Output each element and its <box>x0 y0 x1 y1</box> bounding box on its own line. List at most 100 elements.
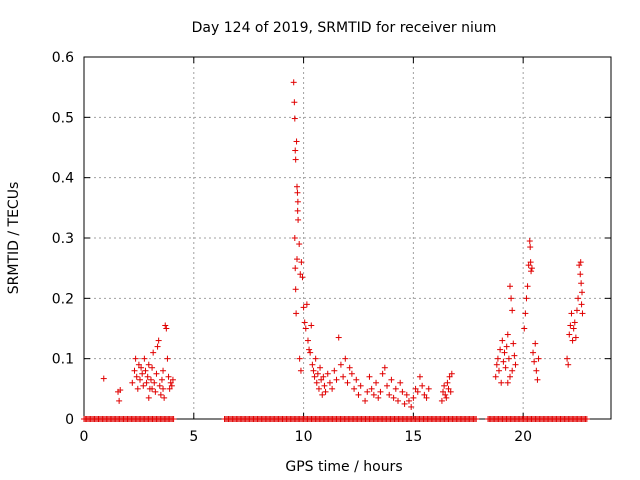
data-point <box>308 322 315 329</box>
data-point <box>139 370 146 377</box>
data-point <box>160 385 167 392</box>
data-point <box>344 379 351 386</box>
data-point <box>293 256 300 263</box>
data-point <box>140 382 147 389</box>
data-point <box>416 373 423 380</box>
data-point <box>527 259 534 266</box>
data-point <box>535 355 542 362</box>
data-point <box>150 349 157 356</box>
data-point <box>116 397 123 404</box>
y-tick-label: 0.1 <box>52 352 74 368</box>
plot-frame <box>83 56 612 420</box>
data-point <box>346 364 353 371</box>
data-point <box>573 307 580 314</box>
data-point <box>329 385 336 392</box>
data-point <box>322 388 329 395</box>
x-tick-label: 20 <box>514 429 532 445</box>
data-point <box>523 295 530 302</box>
data-point <box>569 337 576 344</box>
data-point <box>410 394 417 401</box>
data-point <box>447 388 454 395</box>
data-point <box>321 382 328 389</box>
y-tick-label: 0.6 <box>52 50 74 66</box>
data-point <box>353 376 360 383</box>
data-point <box>154 343 161 350</box>
data-point <box>578 280 585 287</box>
data-point <box>134 385 141 392</box>
data-point <box>412 385 419 392</box>
data-point <box>165 373 172 380</box>
data-point <box>566 331 573 338</box>
data-point <box>565 361 572 368</box>
data-point <box>302 325 309 332</box>
y-tick-label: 0.5 <box>52 110 74 126</box>
data-point <box>572 334 579 341</box>
data-point <box>293 183 300 190</box>
data-point <box>319 391 326 398</box>
data-point <box>144 373 151 380</box>
y-tick-label: 0.2 <box>52 291 74 307</box>
data-point <box>524 283 531 290</box>
data-point <box>291 115 298 122</box>
data-point <box>531 358 538 365</box>
data-point <box>408 403 415 410</box>
data-point <box>405 397 412 404</box>
data-point <box>156 382 163 389</box>
data-point <box>370 391 377 398</box>
data-point <box>511 352 518 359</box>
data-point <box>149 385 156 392</box>
data-point <box>399 388 406 395</box>
data-point <box>166 385 173 392</box>
x-axis-label: GPS time / hours <box>285 459 402 475</box>
zero-point <box>170 416 177 422</box>
data-point <box>117 387 124 394</box>
data-point <box>306 346 313 353</box>
data-point <box>498 379 505 386</box>
data-point <box>309 361 316 368</box>
data-point <box>100 375 107 382</box>
data-point <box>579 310 586 317</box>
data-point <box>141 355 148 362</box>
data-point <box>293 310 300 317</box>
data-point <box>568 310 575 317</box>
data-point <box>445 385 452 392</box>
data-point <box>527 244 534 251</box>
data-point <box>303 301 310 308</box>
data-point <box>324 370 331 377</box>
data-point <box>373 379 380 386</box>
data-point <box>392 385 399 392</box>
data-point <box>357 382 364 389</box>
data-point <box>129 379 136 386</box>
data-point <box>318 376 325 383</box>
data-point <box>528 265 535 272</box>
data-point <box>575 295 582 302</box>
data-point <box>440 388 447 395</box>
data-point <box>570 325 577 332</box>
data-point <box>143 379 150 386</box>
chart-title: Day 124 of 2019, SRMTID for receiver niu… <box>192 20 497 36</box>
data-point <box>444 379 451 386</box>
data-point <box>158 376 165 383</box>
data-point <box>164 355 171 362</box>
data-point <box>138 364 145 371</box>
data-point <box>528 268 535 275</box>
data-point <box>576 262 583 269</box>
data-point <box>421 391 428 398</box>
data-point <box>301 319 308 326</box>
data-point <box>377 388 384 395</box>
data-point <box>291 235 298 241</box>
data-point <box>375 394 382 401</box>
data-point <box>300 304 307 311</box>
x-tick-label: 0 <box>80 429 89 445</box>
data-point <box>509 367 516 374</box>
data-point <box>131 367 138 374</box>
data-point <box>292 265 299 272</box>
data-point <box>333 376 340 383</box>
data-point <box>442 391 449 398</box>
data-point <box>395 397 402 404</box>
data-point <box>571 319 578 326</box>
data-point <box>326 379 333 386</box>
data-point <box>157 391 164 398</box>
data-point <box>296 355 303 362</box>
data-point <box>386 391 393 398</box>
